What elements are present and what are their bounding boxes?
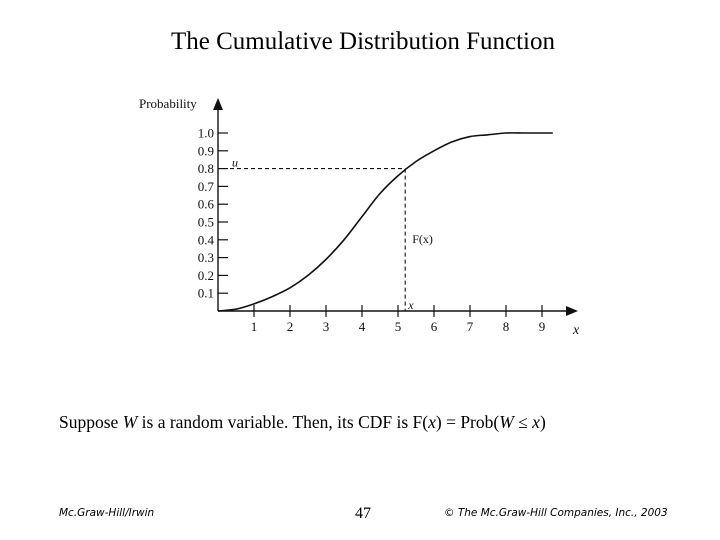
page-number: 47: [355, 505, 371, 522]
x-tick-label: 9: [539, 319, 546, 334]
y-tick-label: 0.8: [198, 161, 214, 176]
y-tick-label: 0.7: [198, 179, 215, 194]
footer-publisher: Mc.Graw-Hill/Irwin: [59, 507, 155, 519]
plot-area: Probability x 1 2 3 4 5 6 7 8 9 0.1 0.2 0.3 0.4 0.5 0.6 0…: [139, 96, 580, 338]
x-axis-arrow: [566, 306, 578, 316]
caption-var-x2: x: [532, 412, 540, 432]
y-tick-label: 1.0: [198, 126, 214, 141]
x-tick-label: 2: [287, 319, 294, 334]
caption: Suppose W is a random variable. Then, it…: [59, 412, 546, 433]
y-axis-arrow: [213, 98, 223, 110]
caption-var-w2: W: [499, 412, 514, 432]
x-tick-label: 8: [503, 319, 510, 334]
caption-part-5: ): [539, 412, 546, 432]
y-tick-label: 0.3: [198, 250, 214, 265]
annotation-fx: F(x): [412, 232, 433, 246]
x-tick-label: 1: [251, 319, 258, 334]
caption-part-4: ≤: [513, 412, 533, 432]
y-tick-label: 0.1: [198, 286, 214, 301]
footer-copyright: © The Mc.Graw-Hill Companies, Inc., 2003: [444, 507, 668, 519]
annotation-x: x: [407, 298, 414, 312]
caption-var-x: x: [428, 412, 436, 432]
x-tick-label: 5: [395, 319, 402, 334]
slide-title: The Cumulative Distribution Function: [171, 28, 555, 55]
y-tick-label: 0.6: [198, 197, 215, 212]
annotation-u: u: [232, 156, 238, 170]
x-tick-label: 4: [359, 319, 366, 334]
caption-part-1: Suppose: [59, 412, 123, 432]
cdf-chart: Probability x 1 2 3 4 5 6 7 8 9 0.1 0.2 0.3 0.4 0.5 0.6 0…: [139, 96, 580, 338]
caption-part-2: is a random variable. Then, its CDF is F…: [137, 412, 429, 432]
x-tick-label: 3: [323, 319, 330, 334]
y-tick-label: 0.4: [198, 232, 215, 247]
caption-var-w: W: [122, 412, 138, 432]
y-tick-label: 0.9: [198, 143, 214, 158]
caption-part-3: ) = Prob(: [435, 412, 500, 432]
y-tick-label: 0.5: [198, 215, 214, 230]
x-tick-label: 7: [467, 319, 474, 334]
x-axis-label: x: [572, 323, 580, 338]
x-tick-label: 6: [431, 319, 438, 334]
y-axis-label: Probability: [139, 96, 197, 111]
y-tick-label: 0.2: [198, 268, 214, 283]
cdf-curve: [217, 132, 553, 312]
